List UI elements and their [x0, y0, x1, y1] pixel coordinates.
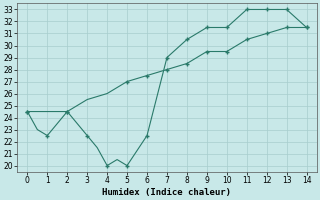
X-axis label: Humidex (Indice chaleur): Humidex (Indice chaleur) [102, 188, 231, 197]
